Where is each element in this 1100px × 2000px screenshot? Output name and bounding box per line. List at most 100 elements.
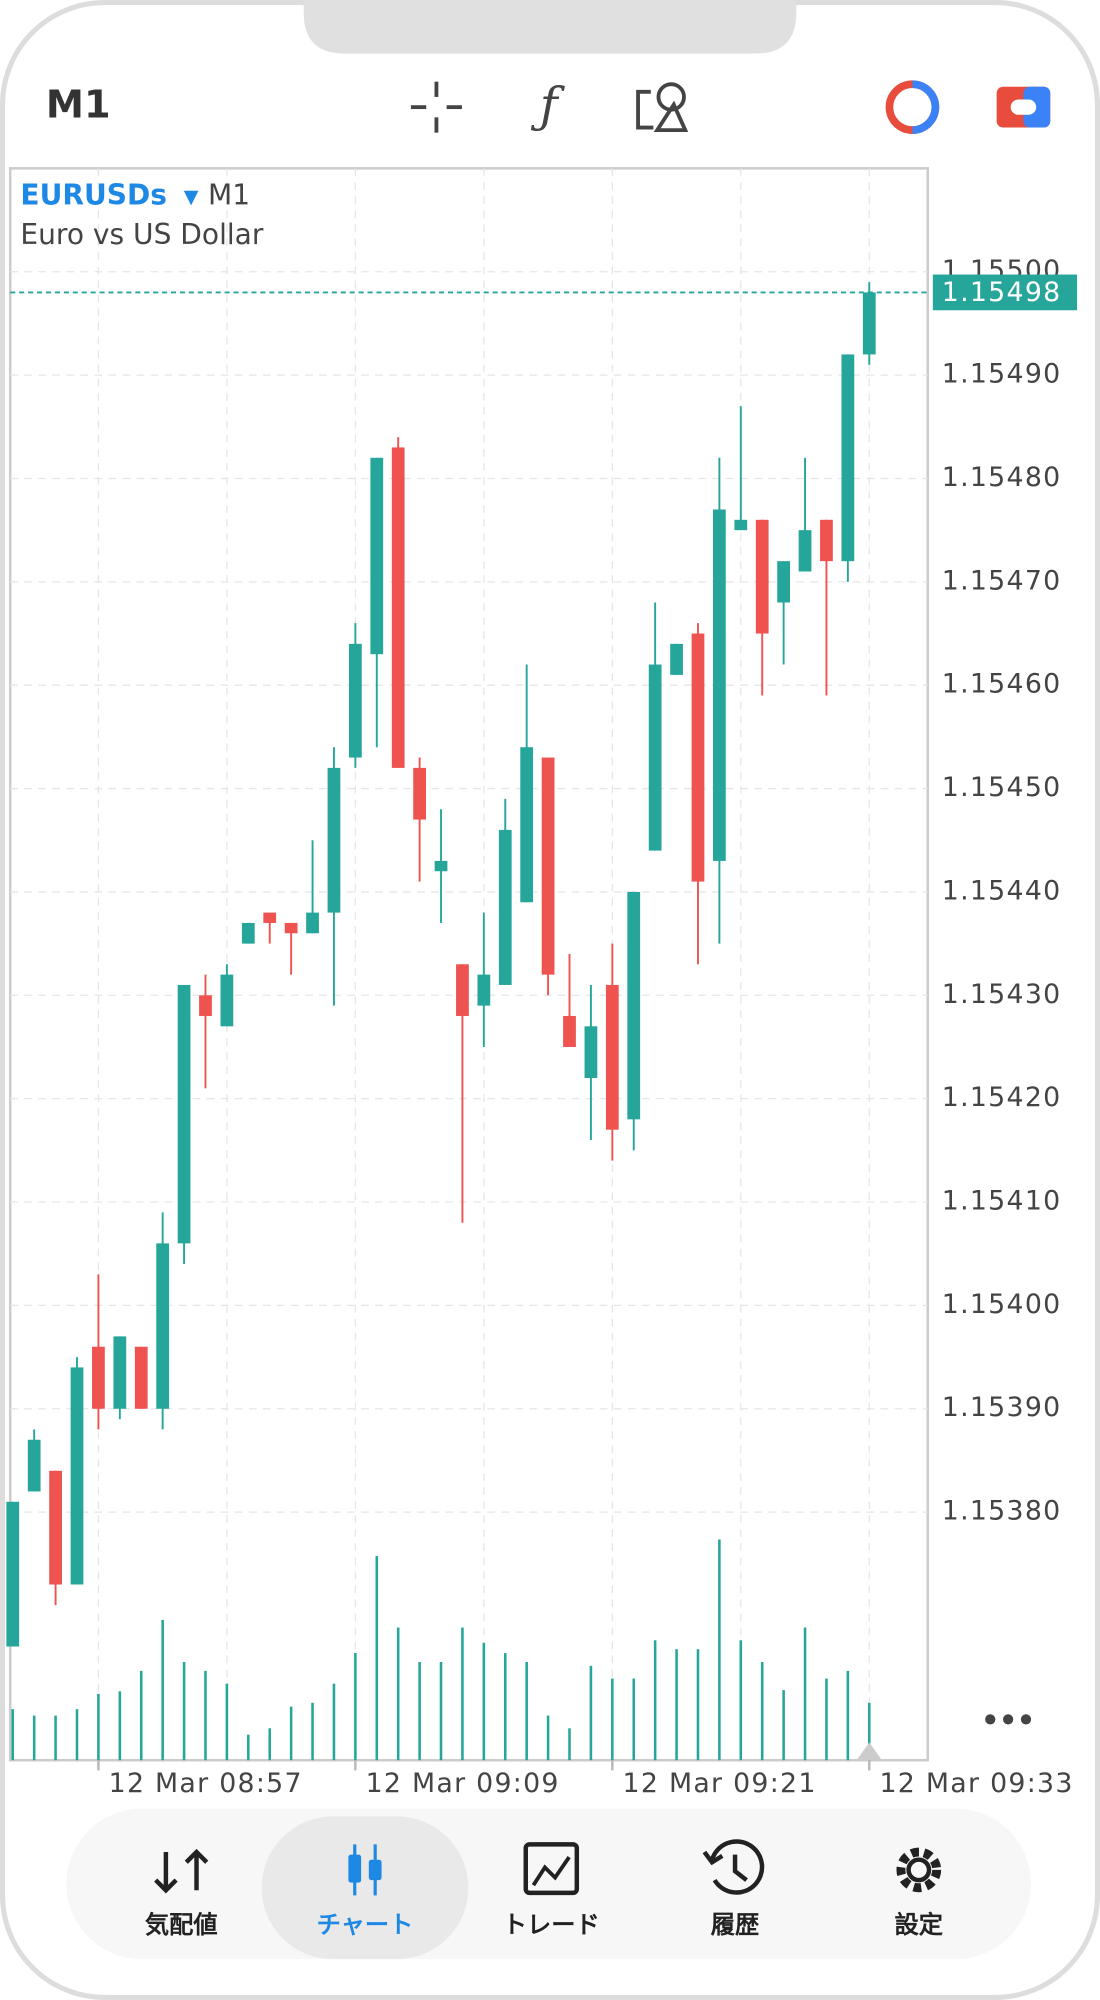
x-tick-label: 12 Mar 09:33: [879, 1768, 1073, 1799]
symbol-dropdown[interactable]: ▼: [184, 185, 199, 208]
x-tick-label: 12 Mar 09:09: [366, 1768, 560, 1799]
chart-timeframe: M1: [208, 178, 250, 211]
candle-body: [755, 519, 769, 634]
y-tick-label: 1.15380: [942, 1496, 1062, 1527]
y-tick-label: 1.15440: [942, 875, 1062, 906]
candle-body: [391, 447, 405, 768]
candle-body: [177, 984, 191, 1244]
volume-bar: [32, 1715, 36, 1761]
nav: 気配値 チャート トレード 履歴 設定: [145, 1816, 944, 1960]
icon: [702, 1839, 765, 1895]
volume-bar: [396, 1627, 400, 1761]
candle-body: [563, 1015, 576, 1047]
volume-bar: [868, 1702, 871, 1761]
candle-body: [199, 995, 212, 1016]
volume-bar: [461, 1627, 464, 1761]
y-tick-label: 1.15470: [942, 565, 1062, 596]
current-price-box: [932, 274, 1078, 311]
volume-bar: [225, 1683, 229, 1761]
candle-body: [49, 1470, 62, 1585]
symbol-description: Euro vs US Dollar: [20, 218, 263, 251]
volume-bar: [846, 1670, 850, 1761]
candle-body: [348, 643, 362, 758]
volume-bar: [482, 1642, 486, 1761]
volume-bar: [247, 1734, 250, 1761]
x-tick-label: 12 Mar 08:57: [109, 1768, 303, 1799]
y-tick-label: 1.15450: [942, 772, 1062, 803]
candle-body: [798, 530, 812, 572]
nav-item[interactable]: 履歴: [702, 1839, 765, 1939]
candle-body: [584, 1026, 598, 1078]
volume-bar: [696, 1649, 700, 1761]
candle-body: [713, 509, 726, 861]
candle-body: [498, 829, 512, 985]
volume-bar: [97, 1693, 100, 1761]
nav-item[interactable]: トレード: [503, 1842, 600, 1939]
volume-bar: [589, 1665, 593, 1761]
x-tick-label: 12 Mar 09:21: [623, 1768, 817, 1799]
candle-body: [27, 1439, 41, 1492]
nav-label: トレード: [503, 1910, 600, 1939]
candle-body: [456, 964, 469, 1016]
candle-body: [605, 984, 619, 1130]
icon: [348, 1854, 362, 1883]
volume-bar: [375, 1556, 379, 1761]
nav-item[interactable]: 設定: [895, 1847, 944, 1939]
candle-body: [6, 1501, 20, 1647]
volume-bar: [182, 1661, 186, 1761]
y-tick-label: 1.15480: [942, 462, 1062, 493]
y-tick-label: 1.15400: [942, 1289, 1062, 1320]
more-icon[interactable]: [985, 1714, 1032, 1725]
volume-bar: [268, 1728, 271, 1761]
chart: 1.15380 1.15390 1.15400 1.15410 1.15420 1.154…: [6, 168, 1078, 1799]
volume-bar: [118, 1691, 122, 1761]
objects-icon[interactable]: [636, 82, 689, 133]
volume-bar: [675, 1649, 678, 1761]
volume-bar: [825, 1678, 828, 1761]
volume-bar: [354, 1653, 357, 1761]
timeframe-button[interactable]: M1: [46, 83, 111, 128]
candle-body: [777, 561, 791, 603]
candle-body: [370, 457, 384, 655]
candle-body: [220, 974, 234, 1027]
y-tick-label: 1.15430: [942, 979, 1062, 1010]
scroll-marker: [856, 1742, 883, 1761]
nav-label: 履歴: [711, 1910, 759, 1939]
volume-bar: [418, 1661, 421, 1761]
volume-bar: [75, 1709, 79, 1761]
candle-body: [691, 633, 705, 882]
y-tick-label: 1.15420: [942, 1082, 1062, 1113]
one-click-icon[interactable]: [885, 80, 940, 134]
volume-bar: [289, 1706, 293, 1761]
volume-bar: [782, 1690, 785, 1761]
candle-body: [648, 664, 662, 851]
plot-area: [8, 167, 930, 1762]
volume-bar: [139, 1670, 143, 1761]
nav-active-bg: [261, 1816, 469, 1960]
volume-bar: [332, 1683, 336, 1761]
candle-body: [156, 1243, 170, 1409]
nav-label: 設定: [895, 1910, 944, 1939]
candle-body: [413, 767, 426, 820]
volume-bar: [632, 1678, 636, 1761]
candle-body: [520, 747, 534, 903]
y-tick-label: 1.15390: [942, 1392, 1062, 1423]
candle-body: [670, 643, 683, 675]
volume-bar: [760, 1661, 764, 1761]
volume-bar: [11, 1709, 15, 1761]
volume-bar: [546, 1715, 550, 1761]
nav-item[interactable]: 気配値: [145, 1848, 218, 1939]
icon: [531, 1856, 571, 1887]
symbol[interactable]: EURUSDs: [20, 178, 167, 211]
candle-body: [734, 519, 748, 531]
candle-body: [92, 1346, 105, 1409]
nav-item[interactable]: チャート: [261, 1816, 469, 1960]
crosshair-icon[interactable]: [410, 81, 462, 133]
volume-bar: [611, 1678, 614, 1761]
y-tick-label: 1.15490: [942, 359, 1062, 390]
candle-body: [541, 757, 555, 975]
volume-bar: [503, 1653, 507, 1761]
trade-icon[interactable]: [996, 86, 1051, 128]
